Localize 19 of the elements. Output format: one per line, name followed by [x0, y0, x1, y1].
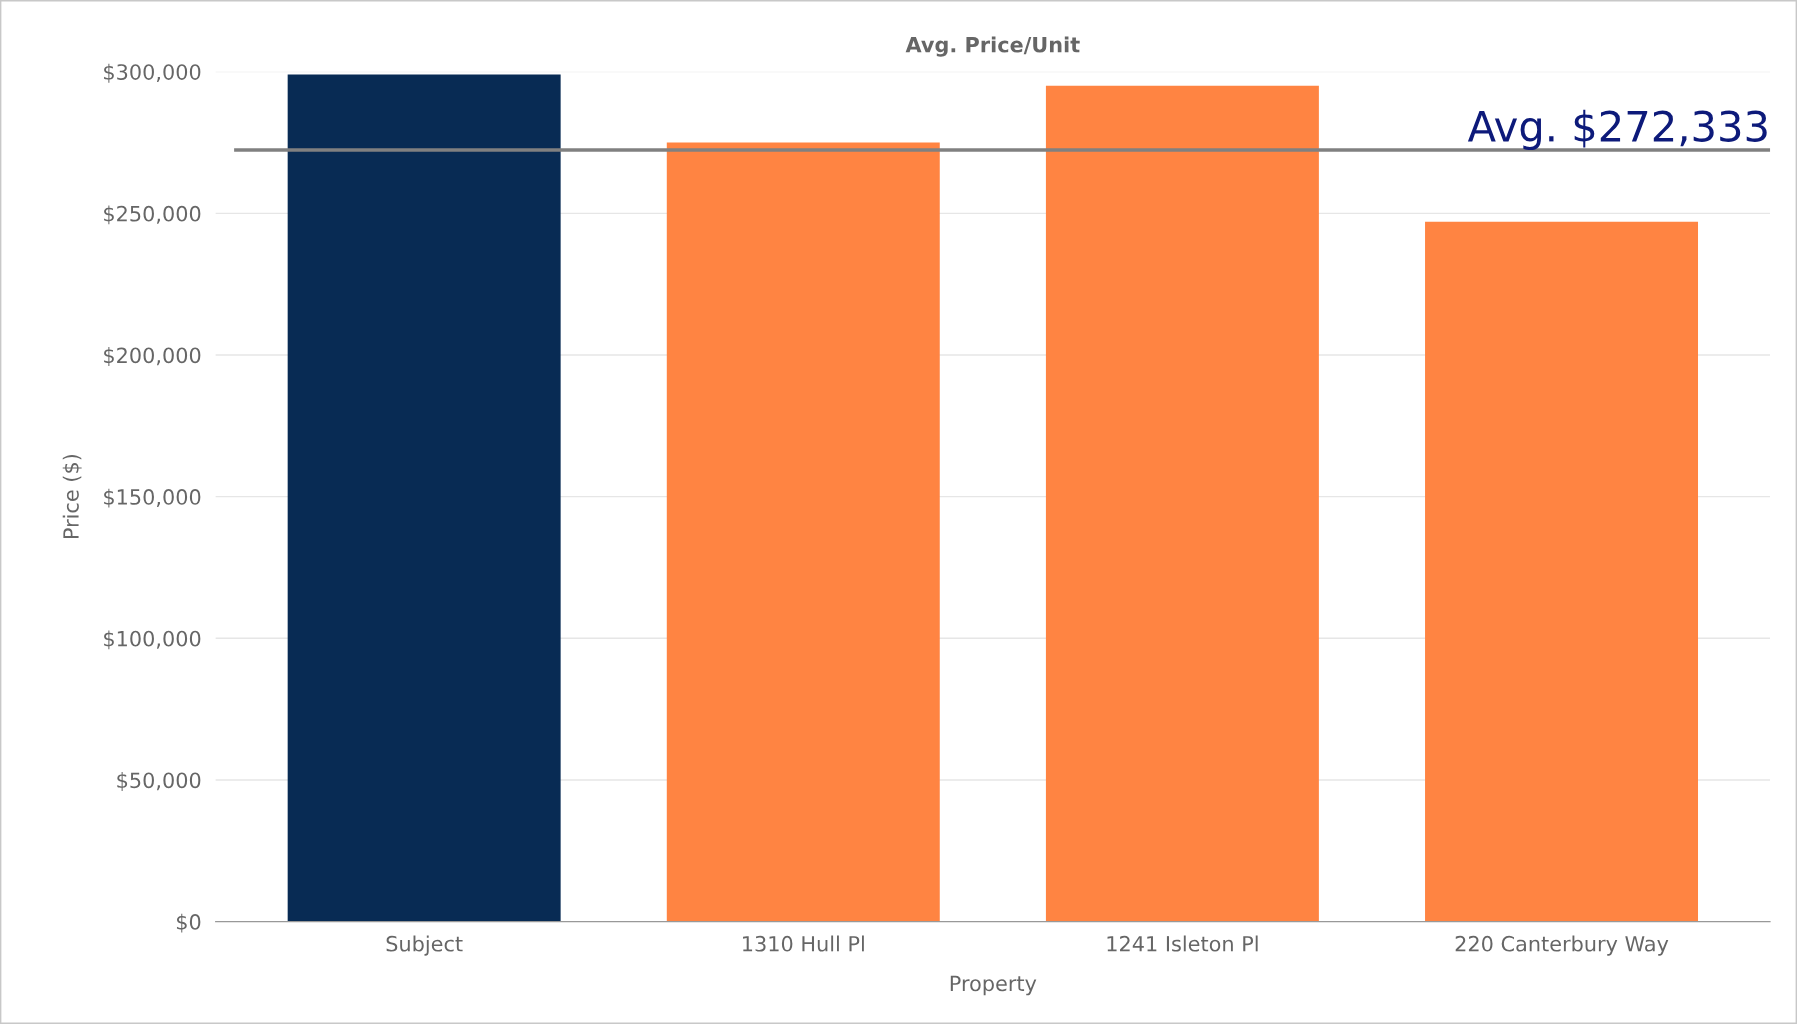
y-tick-label: $150,000 [104, 488, 201, 508]
y-tick-label: $100,000 [104, 630, 201, 650]
ref-line-label: Avg. $272,333 [1467, 109, 1767, 151]
y-tick-label: $0 [176, 913, 201, 933]
bar [1425, 221, 1699, 922]
x-tick-label: 1241 Isleton Pl [1107, 935, 1258, 952]
y-tick-label: $50,000 [117, 772, 201, 791]
bar [1045, 85, 1319, 922]
y-tick-label: $250,000 [104, 205, 201, 225]
bar [287, 74, 561, 922]
bar [666, 142, 940, 922]
y-axis-title: Price ($) [62, 454, 82, 539]
y-tick-label: $200,000 [104, 347, 201, 366]
x-axis-title: Property [950, 975, 1037, 996]
x-tick-label: Subject [386, 935, 463, 956]
x-tick-label: 1310 Hull Pl [743, 935, 864, 952]
y-tick-label: $300,000 [104, 63, 201, 83]
x-tick-label: 220 Canterbury Way [1455, 935, 1669, 956]
chart-title: Avg. Price/Unit [905, 36, 1080, 57]
